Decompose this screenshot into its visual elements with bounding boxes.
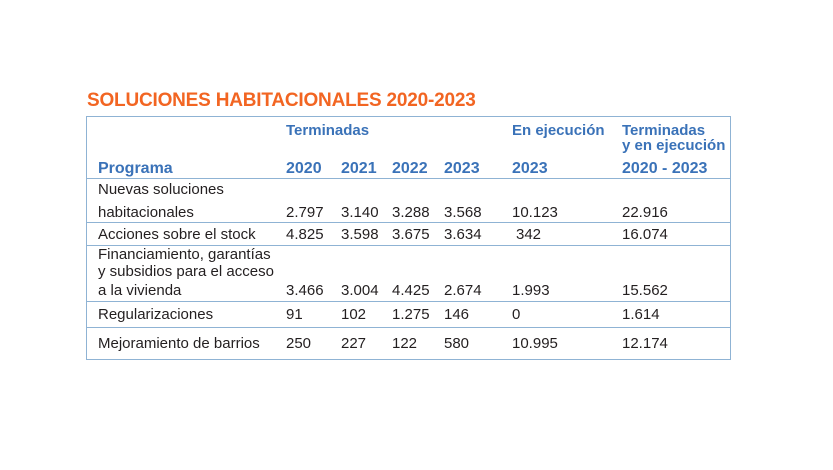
header-2021: 2021 bbox=[341, 160, 377, 177]
row3-2022: 4.425 bbox=[392, 282, 430, 299]
row4-2023: 146 bbox=[444, 306, 470, 323]
row5-total: 12.174 bbox=[622, 335, 668, 352]
row3-2020: 3.466 bbox=[286, 282, 324, 299]
row5-label: Mejoramiento de barrios bbox=[98, 335, 260, 352]
row3-2021: 3.004 bbox=[341, 282, 379, 299]
row1-label-line2: habitacionales bbox=[98, 204, 194, 221]
table-title: SOLUCIONES HABITACIONALES 2020-2023 bbox=[87, 90, 476, 111]
row5-2022: 122 bbox=[392, 335, 418, 352]
row2-2022: 3.675 bbox=[392, 226, 430, 243]
header-divider bbox=[86, 178, 731, 179]
row4-total: 1.614 bbox=[622, 306, 660, 323]
row4-label: Regularizaciones bbox=[98, 306, 214, 323]
row5-2020: 250 bbox=[286, 335, 312, 352]
header-terminadas: Terminadas bbox=[286, 122, 370, 139]
row3-2023: 2.674 bbox=[444, 282, 482, 299]
row2-2023: 3.634 bbox=[444, 226, 482, 243]
row-divider-3 bbox=[86, 301, 731, 302]
header-total-range: 2020 - 2023 bbox=[622, 160, 708, 177]
header-en-ejecucion: En ejecución bbox=[512, 122, 605, 139]
row3-total: 15.562 bbox=[622, 282, 668, 299]
row3-label-line1: Financiamiento, garantías bbox=[98, 246, 271, 263]
row1-ejec: 10.123 bbox=[512, 204, 558, 221]
row3-ejec: 1.993 bbox=[512, 282, 550, 299]
row-divider-1 bbox=[86, 222, 731, 223]
row2-2020: 4.825 bbox=[286, 226, 324, 243]
row4-ejec: 0 bbox=[512, 306, 521, 323]
header-2022: 2022 bbox=[392, 160, 428, 177]
header-terminadas-ejec-line2: y en ejecución bbox=[622, 137, 726, 154]
row5-2021: 227 bbox=[341, 335, 367, 352]
row-divider-2 bbox=[86, 245, 731, 246]
header-2023: 2023 bbox=[444, 160, 480, 177]
row1-2020: 2.797 bbox=[286, 204, 324, 221]
row2-2021: 3.598 bbox=[341, 226, 379, 243]
row-divider-4 bbox=[86, 327, 731, 328]
row4-2021: 102 bbox=[341, 306, 367, 323]
header-programa: Programa bbox=[98, 160, 173, 177]
header-terminadas-ejec-line1: Terminadas bbox=[622, 122, 706, 139]
row2-ejec: 342 bbox=[516, 226, 542, 243]
row5-2023: 580 bbox=[444, 335, 470, 352]
row2-label: Acciones sobre el stock bbox=[98, 226, 256, 243]
table-frame bbox=[86, 116, 731, 360]
header-ejec-2023: 2023 bbox=[512, 160, 548, 177]
row5-ejec: 10.995 bbox=[512, 335, 558, 352]
row4-2020: 91 bbox=[286, 306, 303, 323]
row4-2022: 1.275 bbox=[392, 306, 430, 323]
row1-label-line1: Nuevas soluciones bbox=[98, 181, 224, 198]
row2-total: 16.074 bbox=[622, 226, 668, 243]
row3-label-line2: y subsidios para el acceso bbox=[98, 263, 274, 280]
row1-total: 22.916 bbox=[622, 204, 668, 221]
row3-label-line3: a la vivienda bbox=[98, 282, 182, 299]
row1-2023: 3.568 bbox=[444, 204, 482, 221]
row1-2021: 3.140 bbox=[341, 204, 379, 221]
row1-2022: 3.288 bbox=[392, 204, 430, 221]
header-2020: 2020 bbox=[286, 160, 322, 177]
